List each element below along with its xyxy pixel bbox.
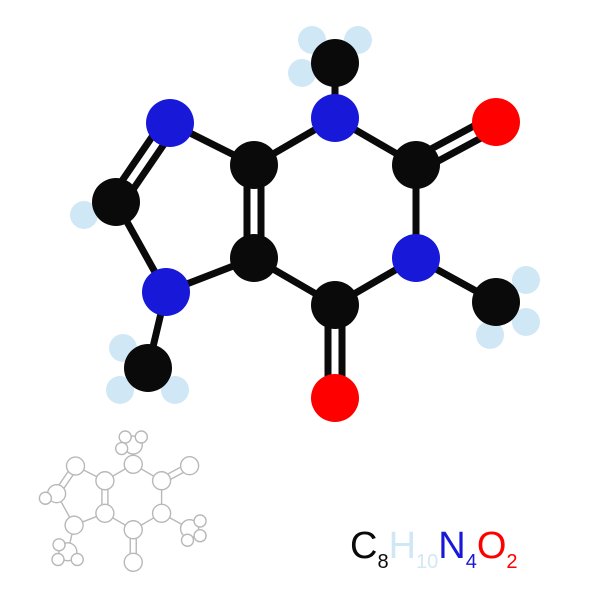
molecule-colored: [40, 20, 560, 440]
molecular-formula: C8H10N4O2: [350, 525, 518, 568]
atom-c: [472, 278, 520, 326]
atom-c: [311, 281, 359, 329]
atom-c: [230, 141, 278, 189]
atom-o: [472, 98, 520, 146]
formula-subscript: 8: [377, 551, 388, 574]
atom-c: [92, 178, 140, 226]
formula-element: H: [389, 525, 416, 568]
formula-subscript: 4: [466, 551, 477, 574]
atom-n: [146, 99, 194, 147]
atom-n: [311, 94, 359, 142]
atom-c: [392, 141, 440, 189]
formula-subscript: 10: [416, 551, 438, 574]
formula-element: N: [438, 525, 465, 568]
diagram-canvas: C8H10N4O2: [0, 0, 600, 600]
atom-c: [230, 234, 278, 282]
atom-n: [142, 268, 190, 316]
molecule-outline: [20, 420, 230, 600]
formula-element: O: [477, 525, 507, 568]
formula-subscript: 2: [506, 551, 517, 574]
formula-element: C: [350, 525, 377, 568]
atom-n: [392, 234, 440, 282]
atom-c: [124, 344, 172, 392]
atom-c: [311, 39, 359, 87]
atom-o: [311, 374, 359, 422]
